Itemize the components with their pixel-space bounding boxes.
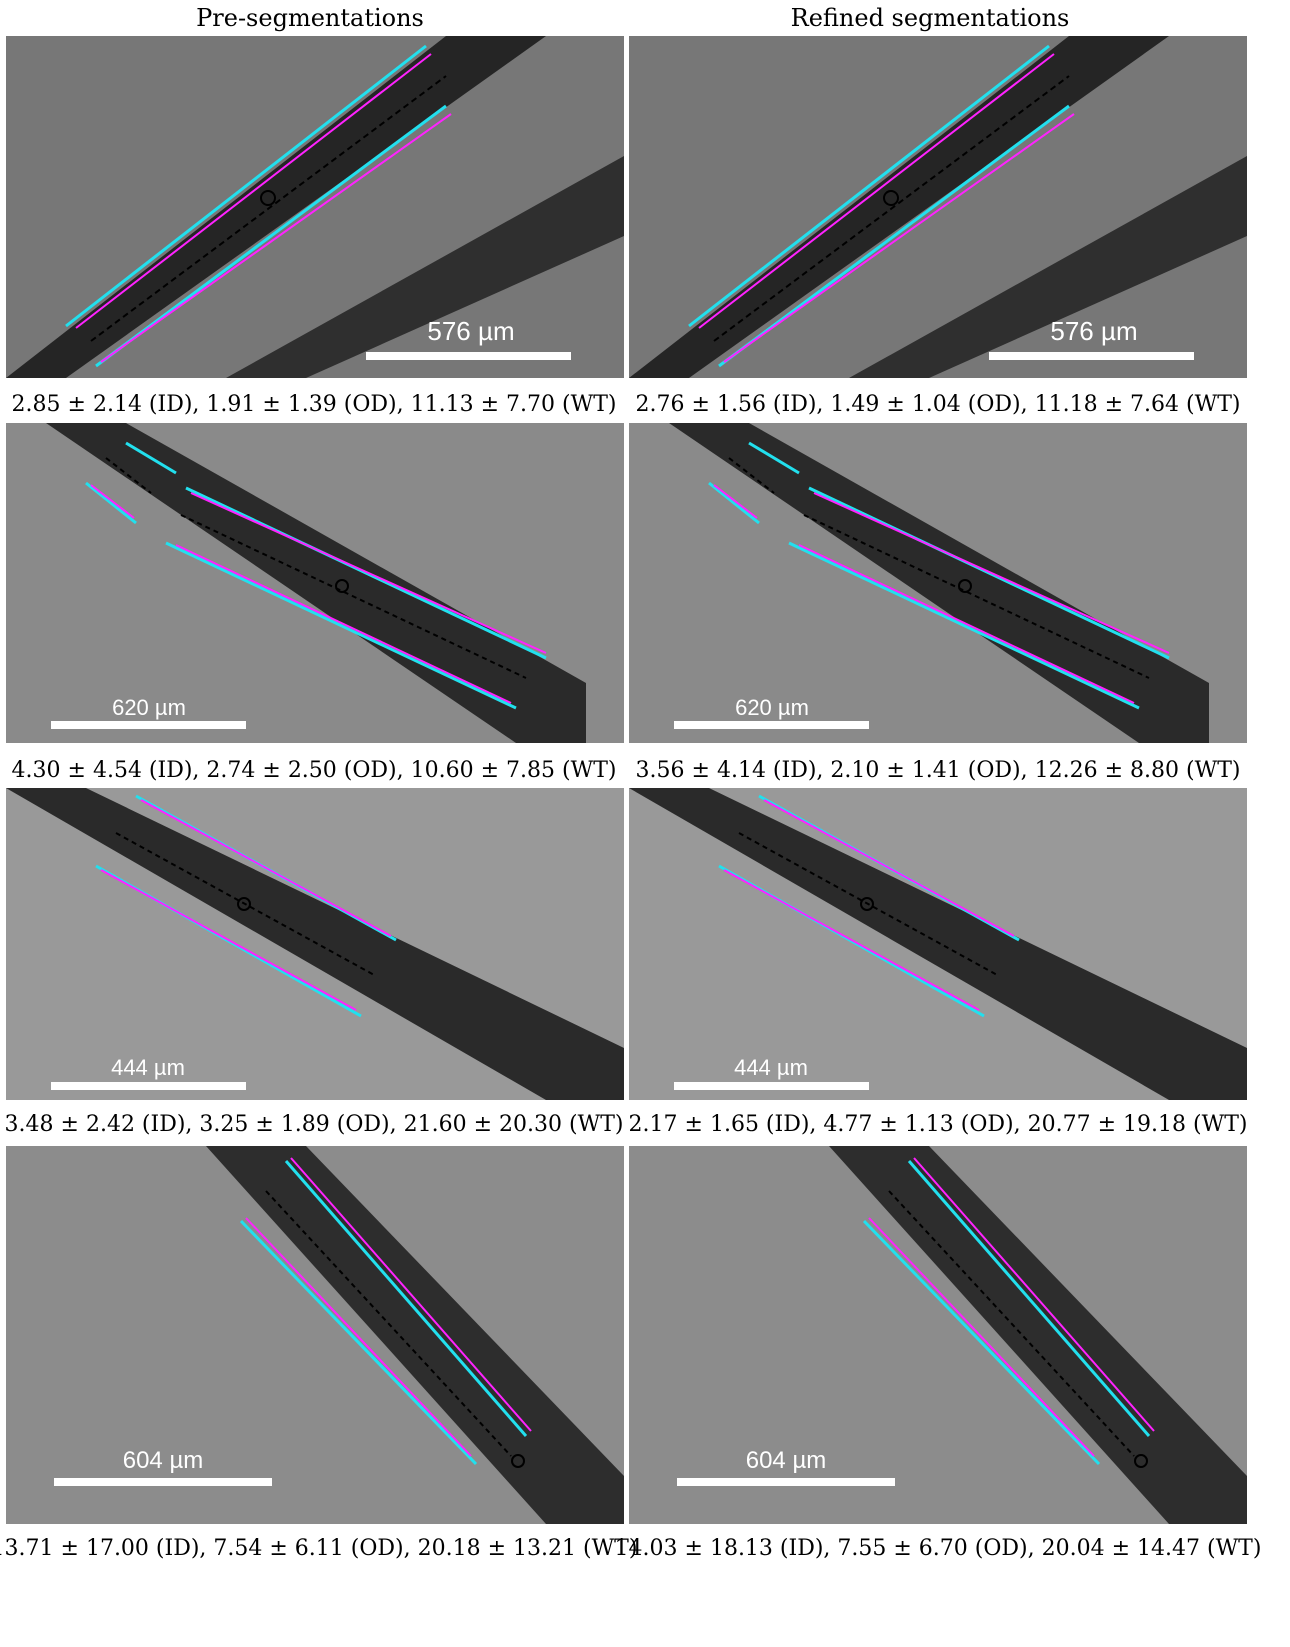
caption-row3-refined: 2.17 ± 1.65 (ID), 4.77 ± 1.13 (OD), 20.7…: [628, 1112, 1248, 1137]
image-panel-row1-pre: 576 µm: [6, 36, 624, 378]
scale-bar-label: 576 µm: [427, 316, 514, 346]
column-title-pre-segmentations: Pre-segmentations: [196, 4, 424, 32]
scale-bar-label: 576 µm: [1050, 316, 1137, 346]
caption-row1-pre: 2.85 ± 2.14 (ID), 1.91 ± 1.39 (OD), 11.1…: [11, 392, 617, 417]
column-title-refined-segmentations: Refined segmentations: [790, 4, 1070, 32]
image-panel-row4-pre: 604 µm: [6, 1146, 624, 1524]
image-panel-row1-refined: 576 µm: [629, 36, 1247, 378]
image-panel-row3-pre: 444 µm: [6, 788, 624, 1100]
scale-bar-label: 620 µm: [735, 695, 809, 720]
image-panel-row2-refined: 620 µm: [629, 423, 1247, 743]
caption-row1-refined: 2.76 ± 1.56 (ID), 1.49 ± 1.04 (OD), 11.1…: [635, 392, 1241, 417]
caption-row2-refined: 3.56 ± 4.14 (ID), 2.10 ± 1.41 (OD), 12.2…: [635, 758, 1241, 783]
image-panel-row3-refined: 444 µm: [629, 788, 1247, 1100]
scale-bar-label: 604 µm: [123, 1447, 204, 1474]
caption-row4-refined: 14.03 ± 18.13 (ID), 7.55 ± 6.70 (OD), 20…: [614, 1536, 1262, 1561]
caption-row4-pre: 13.71 ± 17.00 (ID), 7.54 ± 6.11 (OD), 20…: [0, 1536, 638, 1561]
caption-row3-pre: 3.48 ± 2.42 (ID), 3.25 ± 1.89 (OD), 21.6…: [4, 1112, 624, 1137]
scale-bar-label: 620 µm: [112, 695, 186, 720]
scale-bar-label: 444 µm: [111, 1055, 185, 1080]
scale-bar-label: 604 µm: [746, 1447, 827, 1474]
image-panel-row4-refined: 604 µm: [629, 1146, 1247, 1524]
scale-bar-label: 444 µm: [734, 1055, 808, 1080]
image-panel-row2-pre: 620 µm: [6, 423, 624, 743]
caption-row2-pre: 4.30 ± 4.54 (ID), 2.74 ± 2.50 (OD), 10.6…: [11, 758, 617, 783]
